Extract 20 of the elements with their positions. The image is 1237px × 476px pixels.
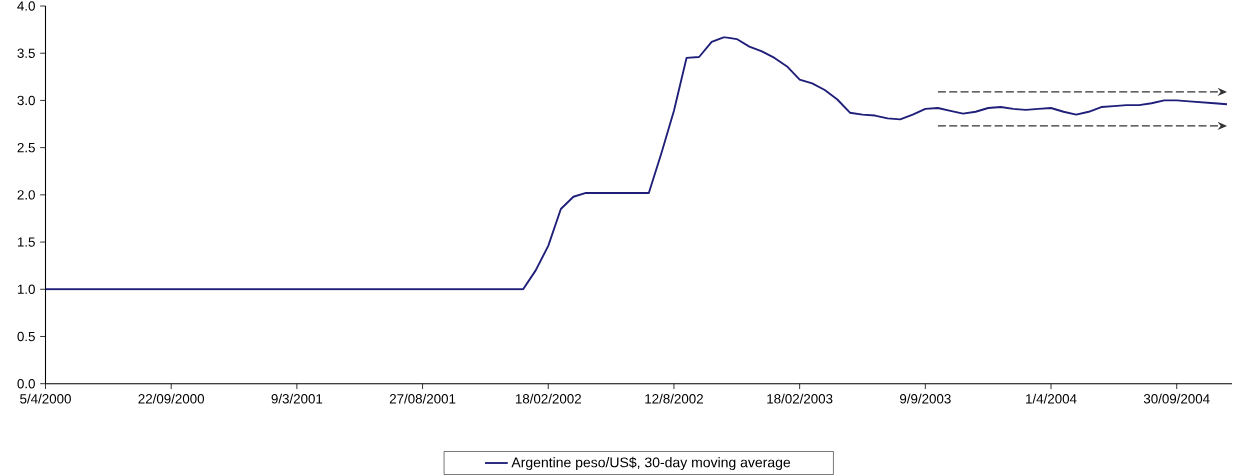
x-tick-label: 30/09/2004 — [1143, 393, 1210, 404]
x-tick-label: 9/9/2003 — [900, 393, 951, 404]
y-tick-label: 4.0 — [17, 1, 35, 11]
x-tick-label: 22/09/2000 — [138, 393, 205, 404]
legend-label: Argentine peso/US$, 30-day moving average — [511, 456, 791, 471]
x-tick-label: 12/8/2002 — [645, 393, 703, 404]
y-tick-label: 1.5 — [17, 237, 35, 247]
y-tick-label: 2.5 — [17, 142, 35, 153]
y-tick-label: 3.0 — [17, 95, 35, 106]
x-tick-label: 5/4/2000 — [20, 393, 71, 404]
y-tick-label: 0.5 — [17, 331, 35, 342]
x-tick-label: 18/02/2002 — [515, 393, 581, 404]
x-tick-label: 9/3/2001 — [271, 393, 323, 404]
y-tick-label: 1.0 — [17, 284, 35, 294]
x-tick-label: 27/08/2001 — [389, 393, 456, 404]
x-tick-label: 18/02/2003 — [767, 393, 833, 404]
y-tick-label: 2.0 — [17, 190, 35, 200]
y-tick-label: 0.0 — [17, 378, 35, 389]
x-tick-label: 1/4/2004 — [1026, 393, 1077, 404]
y-tick-label: 3.5 — [17, 48, 35, 58]
